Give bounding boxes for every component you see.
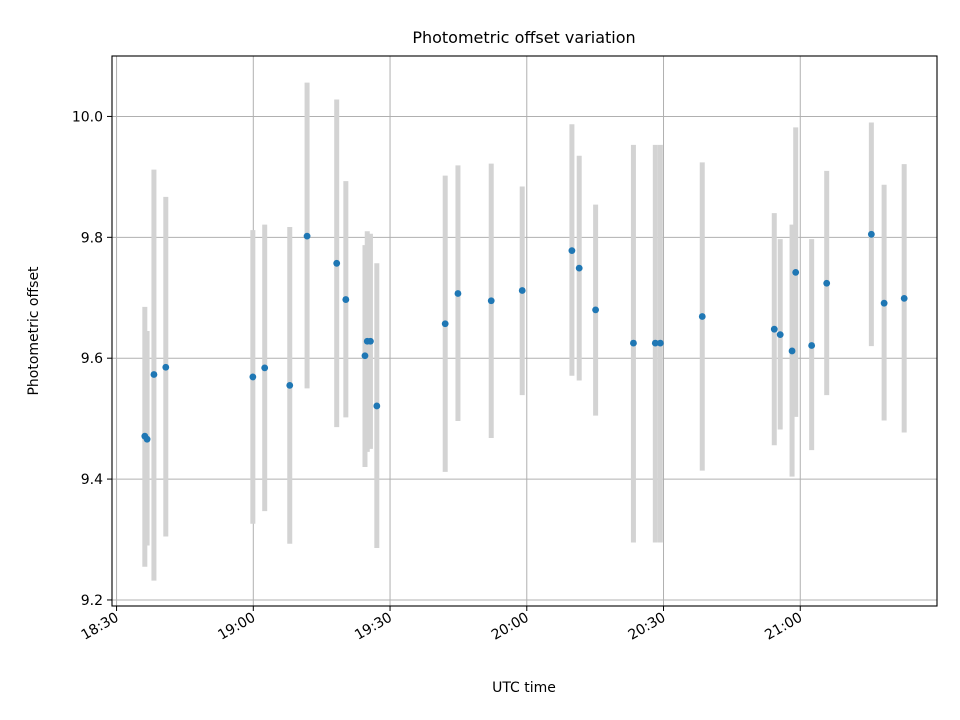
data-point — [900, 294, 908, 302]
data-point — [143, 435, 151, 443]
data-point — [261, 364, 269, 372]
y-axis-label: Photometric offset — [26, 266, 42, 396]
data-point — [788, 347, 796, 355]
chart-title: Photometric offset variation — [412, 28, 635, 47]
y-tick-label: 9.8 — [81, 230, 103, 246]
data-point — [303, 232, 311, 240]
data-point — [568, 247, 576, 255]
data-point — [333, 259, 341, 267]
data-point — [867, 230, 875, 238]
data-point — [367, 337, 374, 345]
data-point — [441, 320, 449, 328]
data-point — [651, 339, 659, 347]
data-point — [808, 342, 816, 349]
data-points — [141, 230, 908, 443]
data-point — [630, 339, 637, 347]
x-axis-label: UTC time — [492, 680, 556, 696]
y-tick-label: 9.4 — [81, 472, 103, 488]
y-tick-label: 9.6 — [81, 351, 103, 367]
data-point — [880, 299, 888, 307]
data-point — [776, 331, 784, 339]
data-point — [361, 352, 369, 360]
data-point — [249, 373, 257, 381]
data-point — [454, 290, 462, 297]
data-point — [518, 287, 526, 294]
data-point — [698, 313, 706, 320]
data-point — [592, 306, 600, 314]
data-point — [150, 371, 158, 378]
data-point — [770, 325, 778, 333]
data-point — [286, 381, 294, 389]
axes-frame — [111, 55, 938, 607]
data-point — [373, 402, 381, 410]
data-point — [823, 279, 831, 287]
data-point — [162, 363, 170, 371]
data-point — [575, 264, 583, 272]
data-point — [487, 297, 495, 305]
data-point — [656, 339, 664, 347]
y-tick-label: 9.2 — [81, 593, 103, 609]
y-tick-label: 10.0 — [72, 109, 103, 125]
data-point — [342, 296, 350, 303]
data-point — [792, 268, 800, 276]
